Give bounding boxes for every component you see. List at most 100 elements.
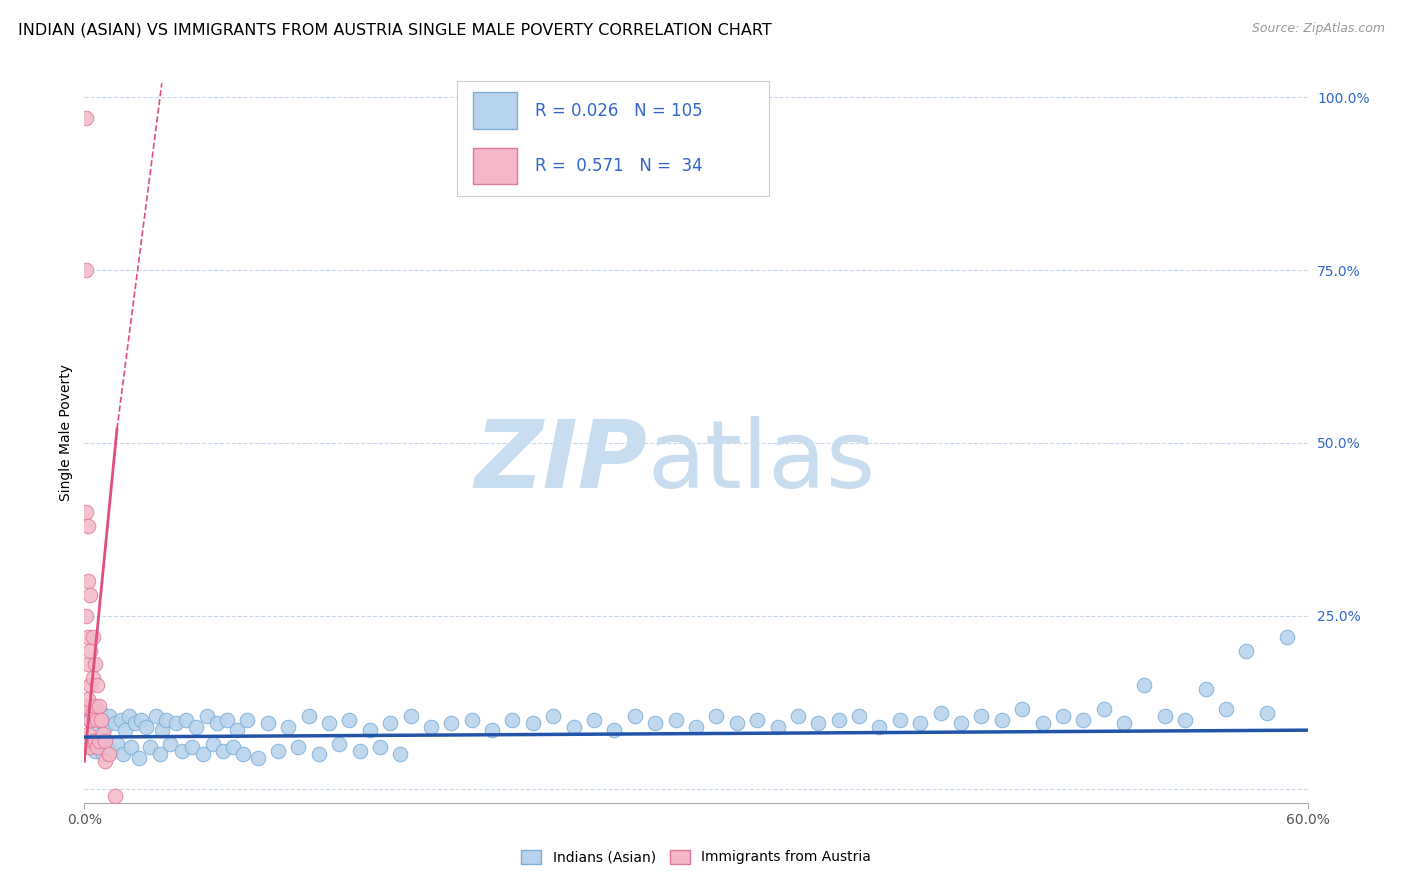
Point <box>135 720 157 734</box>
Point <box>75 111 97 125</box>
Point <box>93 733 115 747</box>
Point <box>522 716 544 731</box>
Point <box>1277 630 1299 644</box>
Point <box>118 709 141 723</box>
Point <box>766 720 789 734</box>
Point <box>128 751 150 765</box>
Text: INDIAN (ASIAN) VS IMMIGRANTS FROM AUSTRIA SINGLE MALE POVERTY CORRELATION CHART: INDIAN (ASIAN) VS IMMIGRANTS FROM AUSTRI… <box>18 22 772 37</box>
Point <box>75 698 97 713</box>
Point <box>120 740 142 755</box>
Point <box>380 716 402 731</box>
Point <box>399 709 422 723</box>
Point <box>79 643 101 657</box>
Point <box>685 720 707 734</box>
Point <box>440 716 463 731</box>
Point <box>1114 716 1136 731</box>
Point <box>75 505 97 519</box>
Point <box>100 744 122 758</box>
Point <box>950 716 973 731</box>
Point <box>1133 678 1156 692</box>
Point <box>83 716 105 731</box>
Point <box>77 519 100 533</box>
Point <box>929 706 952 720</box>
Point <box>110 713 132 727</box>
Point <box>1195 681 1218 696</box>
Point <box>77 630 100 644</box>
Point <box>77 574 100 589</box>
Point <box>205 716 228 731</box>
Point <box>349 744 371 758</box>
Point <box>82 706 104 720</box>
Point <box>267 744 290 758</box>
Point <box>112 747 135 762</box>
Point <box>1073 713 1095 727</box>
Point <box>79 588 101 602</box>
Point <box>195 709 218 723</box>
Point <box>1052 709 1074 723</box>
Point <box>1154 709 1177 723</box>
Point <box>328 737 350 751</box>
Point <box>1236 643 1258 657</box>
Point <box>232 747 254 762</box>
Point <box>82 630 104 644</box>
Point <box>93 754 115 768</box>
Point <box>1032 716 1054 731</box>
Point <box>79 713 101 727</box>
Point <box>787 709 810 723</box>
Point <box>79 678 101 692</box>
Point <box>145 709 167 723</box>
Text: atlas: atlas <box>647 417 876 508</box>
Text: ZIP: ZIP <box>474 417 647 508</box>
Point <box>75 263 97 277</box>
Point <box>1215 702 1237 716</box>
Point <box>725 716 748 731</box>
Point <box>828 713 851 727</box>
Point <box>339 713 361 727</box>
Point <box>287 740 309 755</box>
Point <box>869 720 891 734</box>
Point <box>1256 706 1278 720</box>
Point <box>236 713 259 727</box>
Point <box>991 713 1014 727</box>
Point <box>82 671 104 685</box>
Point <box>910 716 932 731</box>
Point <box>848 709 870 723</box>
Point <box>165 716 187 731</box>
Point <box>706 709 728 723</box>
Point <box>77 692 100 706</box>
Point <box>159 737 181 751</box>
Point <box>79 740 101 755</box>
Point <box>174 713 197 727</box>
Point <box>807 716 830 731</box>
Point <box>114 723 136 738</box>
Point <box>318 716 340 731</box>
Point <box>97 709 120 723</box>
Point <box>583 713 606 727</box>
Text: Source: ZipAtlas.com: Source: ZipAtlas.com <box>1251 22 1385 36</box>
Point <box>298 709 321 723</box>
Point <box>91 747 114 762</box>
Point <box>257 716 280 731</box>
Point <box>420 720 443 734</box>
Point <box>77 726 100 740</box>
Point <box>124 716 146 731</box>
Point <box>389 747 412 762</box>
Point <box>138 740 160 755</box>
Point <box>77 702 100 716</box>
Point <box>79 713 101 727</box>
Point <box>172 744 194 758</box>
Y-axis label: Single Male Poverty: Single Male Poverty <box>59 364 73 501</box>
Point <box>186 720 208 734</box>
Point <box>75 609 97 624</box>
Point <box>104 716 127 731</box>
Point <box>86 678 108 692</box>
Point <box>246 751 269 765</box>
Point <box>308 747 330 762</box>
Point <box>1011 702 1033 716</box>
Point <box>481 723 503 738</box>
Point <box>79 740 101 755</box>
Point <box>105 737 128 751</box>
Point <box>77 657 100 672</box>
Point <box>86 709 108 723</box>
Point <box>90 713 112 727</box>
